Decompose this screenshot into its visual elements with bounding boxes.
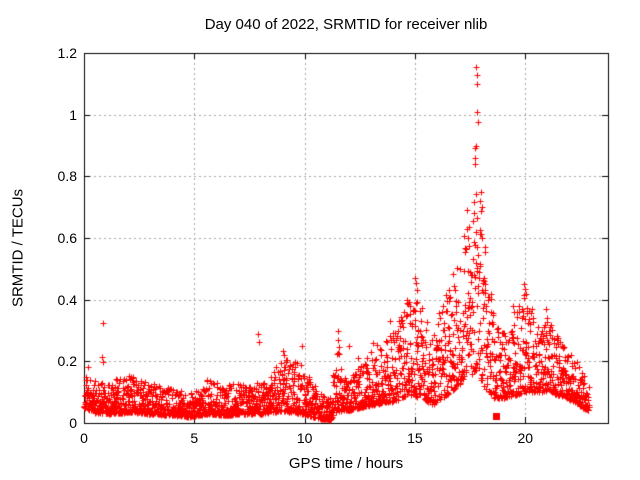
x-tick-label: 0 (80, 430, 88, 446)
x-tick-label: 15 (407, 430, 423, 446)
x-tick-label: 20 (517, 430, 534, 446)
y-axis-label: SRMTID / TECUs (9, 188, 27, 308)
y-tick-label: 1.2 (57, 45, 77, 61)
chart-title: Day 040 of 2022, SRMTID for receiver nli… (204, 16, 488, 33)
x-tick-label: 10 (296, 430, 313, 446)
y-tick-label: 0.2 (57, 353, 77, 370)
x-axis-label: GPS time / hours (288, 455, 404, 472)
y-tick-label: 0.6 (57, 230, 77, 246)
y-tick-label: 0 (69, 415, 77, 431)
x-tick-label: 5 (190, 430, 199, 446)
y-tick-label: 0.4 (57, 291, 77, 308)
y-tick-label: 0.8 (57, 168, 77, 185)
y-tick-label: 1 (69, 106, 77, 123)
